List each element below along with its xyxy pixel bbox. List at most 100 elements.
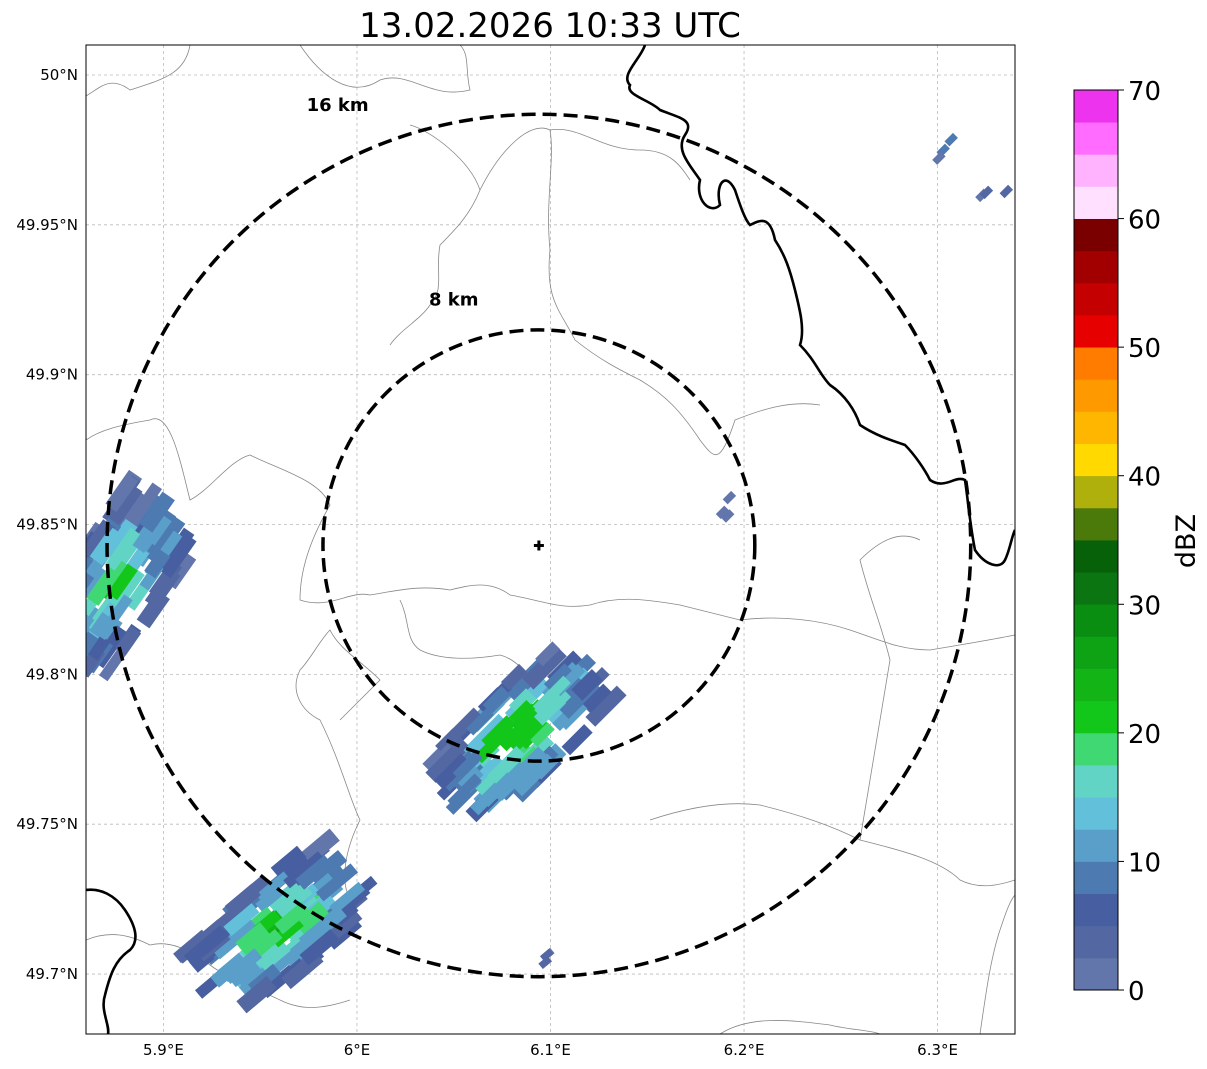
colorbar-segment (1074, 540, 1118, 573)
lon-tick-label: 6.1°E (530, 1041, 571, 1059)
echo-gate (211, 918, 258, 960)
echo-gate (143, 513, 172, 546)
latitude-tick-labels: 50°N 49.95°N 49.9°N 49.85°N 49.8°N 49.75°N 49.… (16, 66, 78, 983)
echo-gate (298, 905, 347, 950)
border-line (979, 894, 1015, 1034)
echo-gate (442, 707, 483, 747)
echo-gate (979, 185, 994, 200)
lat-tick-label: 50°N (40, 66, 78, 84)
echo-gate (88, 635, 111, 661)
echo-gate (136, 590, 170, 629)
echo-gate (227, 962, 254, 988)
colorbar-segment (1074, 90, 1118, 123)
border-line (859, 535, 921, 841)
south-small-echo (538, 947, 555, 970)
echo-gate (86, 556, 128, 606)
colorbar-tick-label: 0 (1128, 977, 1145, 1007)
echo-gate (452, 750, 483, 781)
colorbar-segment (1074, 282, 1118, 316)
border-line (86, 934, 351, 1008)
echo-gate (89, 612, 112, 638)
echo-gate (944, 132, 958, 147)
echo-gate (86, 613, 95, 651)
colorbar-segment (1074, 861, 1118, 894)
border-line (389, 124, 481, 346)
colorbar-tick-label: 50 (1128, 334, 1161, 364)
colorbar-tick-label: 20 (1128, 720, 1161, 750)
echo-gate (508, 699, 536, 727)
southwest-cell (173, 828, 378, 1014)
colorbar-segment (1074, 443, 1118, 477)
echo-gate (482, 685, 511, 714)
echo-gate (57, 571, 81, 599)
colorbar-segment (1074, 154, 1118, 187)
colorbar-segment (1074, 122, 1118, 155)
colorbar-segment (1074, 475, 1118, 509)
echo-gate (295, 855, 334, 890)
colorbar-segment (1074, 797, 1118, 830)
range-ring-label: 16 km (307, 95, 369, 116)
echo-gate (582, 683, 612, 713)
colorbar-ticks: 0 10 20 30 40 50 60 70 (1118, 77, 1161, 1007)
border-line (86, 418, 1015, 651)
echo-gate (273, 882, 313, 919)
map-frame (85, 44, 1016, 1035)
colorbar-segment (1074, 218, 1118, 252)
echo-gate (722, 490, 737, 505)
echo-gate (126, 482, 163, 527)
lon-tick-label: 6°E (344, 1041, 371, 1059)
echo-gate (999, 184, 1014, 199)
region-borders (86, 45, 1015, 1034)
colorbar-segment (1074, 572, 1118, 605)
colorbar-segment (1074, 604, 1118, 637)
echo-gate (107, 474, 139, 513)
range-ring-labels: 8 km 16 km (307, 95, 479, 311)
echo-gate (105, 527, 141, 571)
echo-gate (932, 151, 946, 165)
northeast-speck-2 (975, 184, 1014, 203)
echo-gate (115, 626, 142, 656)
echo-gate (279, 849, 308, 877)
echo-gate (282, 940, 311, 968)
echo-gate (183, 925, 229, 966)
figure-title: 13.02.2026 10:33 UTC (359, 6, 741, 46)
echo-gate (434, 753, 471, 790)
colorbar-segment (1074, 315, 1118, 348)
country-borders (86, 45, 1015, 1034)
echo-gate (161, 534, 197, 579)
echo-gate (147, 516, 186, 565)
colorbar-segment (1074, 829, 1118, 862)
echo-gate (447, 773, 482, 808)
colorbar-tick-label: 10 (1128, 848, 1161, 878)
longitude-tick-labels: 5.9°E 6°E 6.1°E 6.2°E 6.3°E (143, 1041, 958, 1059)
lat-tick-label: 49.9°N (26, 366, 78, 384)
echo-gate (37, 593, 66, 627)
lon-tick-label: 6.2°E (724, 1041, 765, 1059)
range-ring-8km (321, 328, 757, 763)
range-ring-label: 8 km (429, 290, 479, 311)
echo-gate (473, 758, 501, 786)
northeast-speck-1 (932, 132, 958, 165)
colorbar-segment (1074, 668, 1118, 702)
echo-gate (144, 549, 171, 579)
colorbar-segment (1074, 700, 1118, 734)
colorbar-label: dBZ (1171, 514, 1202, 568)
echo-gate (23, 613, 56, 652)
colorbar-segment (1074, 732, 1118, 766)
echo-gate (538, 955, 553, 970)
colorbar-segment (1074, 925, 1118, 959)
echo-gate (487, 746, 525, 784)
echo-gate (28, 599, 66, 644)
echo-gate (499, 715, 536, 752)
echo-gate (561, 724, 593, 756)
lat-tick-label: 49.8°N (26, 665, 78, 683)
echo-gate (21, 591, 59, 636)
echo-layer (21, 132, 1014, 1014)
echo-gate (543, 663, 572, 692)
colorbar-segment (1074, 250, 1118, 284)
echo-gate (38, 592, 70, 632)
colorbar-segment (1074, 379, 1118, 412)
echo-gate (715, 505, 730, 520)
colorbar-tick-label: 70 (1128, 77, 1161, 107)
